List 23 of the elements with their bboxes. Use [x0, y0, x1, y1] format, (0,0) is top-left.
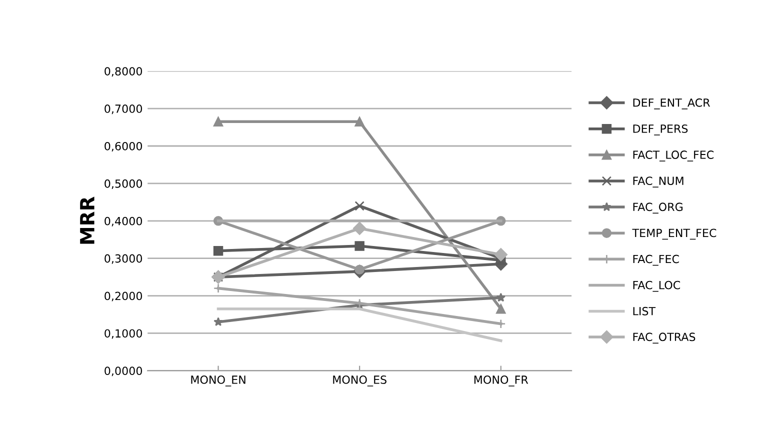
y-tick-label: 0,2000	[104, 292, 142, 302]
legend-label: FAC_LOC	[633, 280, 680, 292]
legend-label: FAC_NUM	[633, 176, 684, 188]
y-tick-label: 0,3000	[104, 254, 142, 264]
y-tick-label: 0,7000	[104, 104, 142, 114]
x-tick-label: MONO_EN	[191, 376, 246, 386]
y-tick-label: 0,4000	[104, 216, 142, 226]
x-tick-label: MONO_FR	[474, 376, 528, 386]
y-tick-label: 0,8000	[104, 67, 142, 77]
legend-label: TEMP_ENT_FEC	[632, 228, 716, 240]
legend-label: FACT_LOC_FEC	[633, 150, 714, 162]
y-tick-label: 0,5000	[104, 179, 142, 189]
y-tick-label: 0,6000	[104, 142, 142, 152]
y-axis-title: MRR	[80, 196, 94, 244]
x-tick-label: MONO_ES	[333, 376, 386, 386]
legend-label: DEF_PERS	[633, 124, 688, 136]
legend-label: LIST	[633, 306, 656, 316]
y-tick-label: 0,0000	[104, 366, 142, 376]
y-tick-label: 0,1000	[104, 329, 142, 339]
legend-label: FAC_FEC	[633, 254, 679, 266]
legend-label: FAC_ORG	[633, 202, 682, 214]
legend-label: DEF_ENT_ACR	[633, 98, 710, 110]
legend-label: FAC_OTRAS	[633, 332, 696, 344]
